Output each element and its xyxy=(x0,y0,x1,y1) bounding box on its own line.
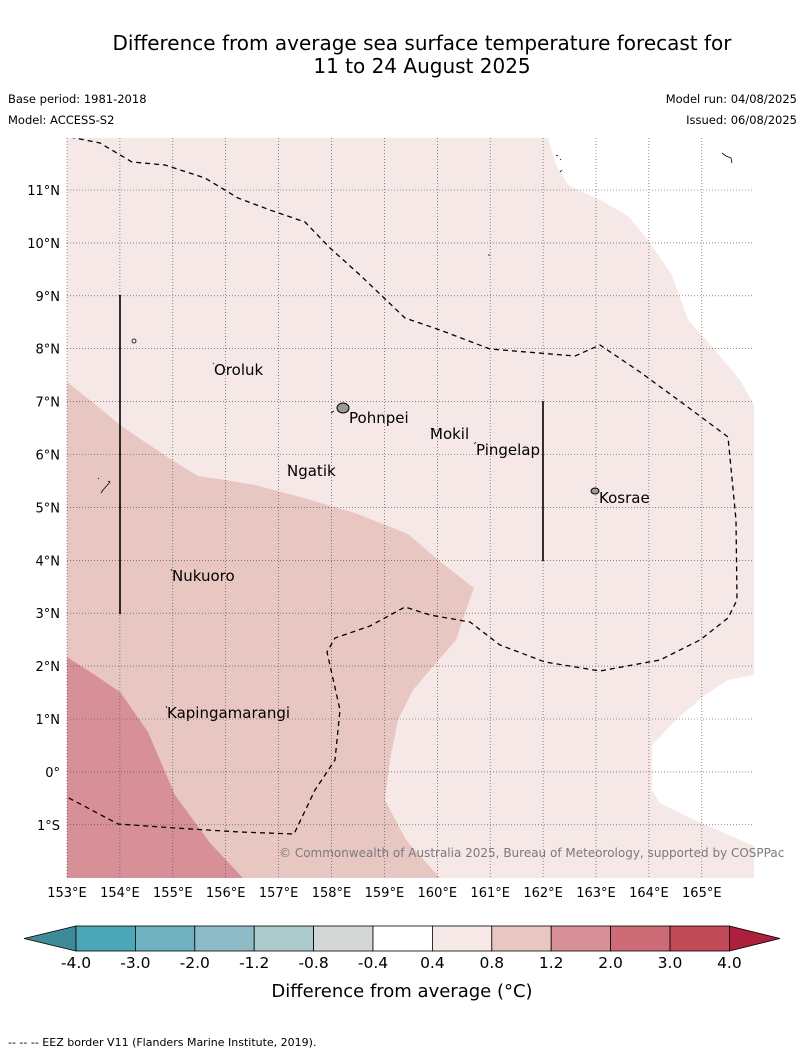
model-name: Model: ACCESS-S2 xyxy=(8,113,115,127)
colorbar xyxy=(23,925,781,952)
eez-borders xyxy=(67,138,738,835)
label-nukuoro: Nukuoro xyxy=(172,567,235,585)
latitude-tick-label: 1°N xyxy=(36,713,61,728)
longitude-tick-label: 154°E xyxy=(100,886,140,901)
longitude-labels: 153°E 154°E 155°E 156°E 157°E 158°E 159°E 160°E… xyxy=(47,886,721,901)
longitude-tick-label: 164°E xyxy=(629,886,669,901)
colorbar-tick-label: 1.2 xyxy=(539,954,564,972)
longitude-tick-label: 155°E xyxy=(153,886,193,901)
place-markers xyxy=(165,362,477,709)
colorbar-segment xyxy=(669,925,730,952)
colorbar-tick-label: -3.0 xyxy=(120,954,150,972)
longitude-tick-label: 158°E xyxy=(312,886,352,901)
island-fragment xyxy=(330,410,335,414)
latitude-tick-label: 5°N xyxy=(36,501,61,516)
colorbar-extend-high xyxy=(729,925,781,952)
colorbar-tick-label: -1.2 xyxy=(239,954,269,972)
colorbar-tick-labels: -4.0 -3.0 -2.0 -1.2 -0.8 -0.4 0.4 0.8 1.2 2.0 3.0 4… xyxy=(61,954,742,972)
colorbar-tick-label: -2.0 xyxy=(180,954,210,972)
colorbar-tick-label: 2.0 xyxy=(598,954,623,972)
latitude-tick-label: 4°N xyxy=(36,554,61,569)
latitude-tick-label: 11°N xyxy=(27,184,60,199)
latitude-tick-label: 6°N xyxy=(36,449,61,464)
colorbar-label: Difference from average (°C) xyxy=(271,981,532,1002)
label-pingelap: Pingelap xyxy=(476,441,540,459)
longitude-tick-label: 160°E xyxy=(418,886,458,901)
longitude-tick-label: 161°E xyxy=(470,886,510,901)
model-run: Model run: 04/08/2025 xyxy=(665,92,797,106)
label-mokil: Mokil xyxy=(430,425,469,443)
label-oroluk: Oroluk xyxy=(214,361,263,379)
latitude-tick-label: 9°N xyxy=(36,290,61,305)
longitude-tick-label: 165°E xyxy=(682,886,722,901)
colorbar-segment xyxy=(313,925,374,952)
latitude-labels: 11°N 10°N 9°N 8°N 7°N 6°N 5°N 4°N 3°N 2°N 1°N 0° 1°S xyxy=(27,184,60,834)
island-kosrae xyxy=(590,487,600,495)
eez-border-line xyxy=(67,138,738,835)
copyright-text: © Commonwealth of Australia 2025, Bureau… xyxy=(279,846,784,860)
colorbar-tick-label: -4.0 xyxy=(61,954,91,972)
colorbar-tick-label: 4.0 xyxy=(717,954,742,972)
issued-date: Issued: 06/08/2025 xyxy=(686,113,797,127)
sst-anomaly-field xyxy=(67,138,754,878)
colorbar-tick-label: -0.4 xyxy=(358,954,388,972)
neutral-area-south-east xyxy=(652,675,754,846)
colorbar-segment xyxy=(134,925,196,952)
latitude-tick-label: 10°N xyxy=(27,237,60,252)
title-line-2: 11 to 24 August 2025 xyxy=(313,54,531,78)
latitude-tick-label: 1°S xyxy=(37,819,60,834)
longitude-tick-label: 163°E xyxy=(576,886,616,901)
latitude-tick-label: 0° xyxy=(45,766,60,781)
label-kosrae: Kosrae xyxy=(599,489,650,507)
anomaly-band-0p8-1p2 xyxy=(67,382,474,878)
colorbar-segment xyxy=(372,925,433,952)
colorbar-segment xyxy=(75,925,136,952)
longitude-tick-label: 162°E xyxy=(523,886,563,901)
island-atoll-west xyxy=(97,477,111,494)
latitude-tick-label: 3°N xyxy=(36,607,61,622)
longitude-tick-label: 159°E xyxy=(365,886,405,901)
neutral-area-north-east xyxy=(548,138,754,405)
label-kapingamarangi: Kapingamarangi xyxy=(167,704,290,722)
islands xyxy=(97,152,733,709)
colorbar-segment xyxy=(610,925,671,952)
colorbar-tick-label: 3.0 xyxy=(658,954,683,972)
island-atoll-north-west xyxy=(131,338,137,344)
label-ngatik: Ngatik xyxy=(287,462,336,480)
colorbar-tick-label: 0.4 xyxy=(420,954,445,972)
colorbar-segment xyxy=(431,925,493,952)
colorbar-segment xyxy=(194,925,255,952)
colorbar-tick-label: -0.8 xyxy=(298,954,328,972)
longitude-tick-label: 156°E xyxy=(206,886,246,901)
island-atoll-north-east xyxy=(721,152,733,164)
colorbar-segment xyxy=(491,925,552,952)
colorbar-segment xyxy=(550,925,612,952)
eez-footnote: -- -- -- EEZ border V11 (Flanders Marine… xyxy=(8,1036,317,1049)
latitude-tick-label: 8°N xyxy=(36,343,61,358)
longitude-tick-label: 157°E xyxy=(259,886,299,901)
latitude-tick-label: 7°N xyxy=(36,396,61,411)
colorbar-extend-low xyxy=(23,925,77,952)
base-period: Base period: 1981-2018 xyxy=(8,92,147,106)
colorbar-tick-label: 0.8 xyxy=(479,954,504,972)
island-atoll-north xyxy=(555,154,563,173)
title-line-1: Difference from average sea surface temp… xyxy=(112,31,732,55)
longitude-tick-label: 153°E xyxy=(47,886,87,901)
colorbar-segment xyxy=(253,925,314,952)
anomaly-band-1p2-2p0 xyxy=(67,657,243,878)
label-pohnpei: Pohnpei xyxy=(349,409,409,427)
place-labels: Oroluk Pohnpei Mokil Pingelap Ngatik Kos… xyxy=(167,361,650,722)
chart-title: Difference from average sea surface temp… xyxy=(60,32,784,78)
latitude-tick-label: 2°N xyxy=(36,660,61,675)
island-pohnpei xyxy=(336,402,350,414)
